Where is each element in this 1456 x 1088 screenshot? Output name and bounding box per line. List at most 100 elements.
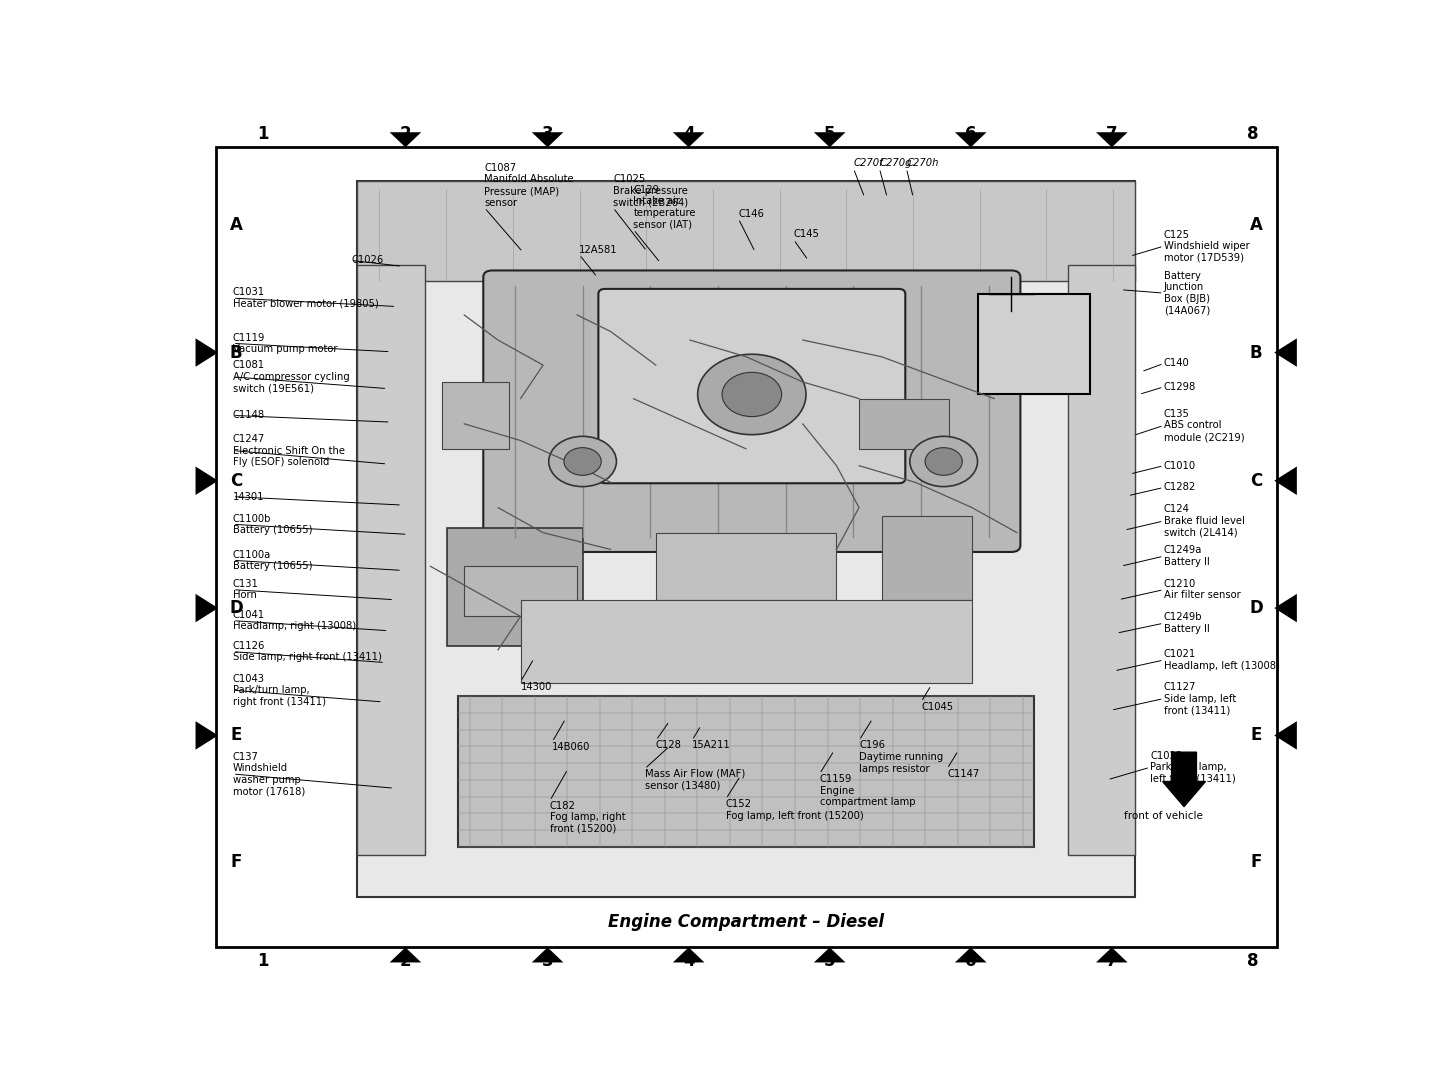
Text: A: A — [1249, 217, 1262, 234]
Text: 14B060: 14B060 — [552, 742, 591, 752]
Text: 7: 7 — [1107, 125, 1118, 144]
Text: C129
Intake air
temperature
sensor (IAT): C129 Intake air temperature sensor (IAT) — [633, 185, 696, 230]
Circle shape — [697, 355, 807, 435]
Text: F: F — [230, 853, 242, 870]
Polygon shape — [531, 133, 563, 147]
Text: C1023
Park/turn lamp,
left front (13411): C1023 Park/turn lamp, left front (13411) — [1150, 751, 1236, 783]
Text: Battery
Junction
Box (BJB)
(14A067): Battery Junction Box (BJB) (14A067) — [1163, 271, 1210, 316]
Bar — [655, 533, 836, 599]
Circle shape — [549, 436, 616, 486]
Text: 6: 6 — [965, 125, 977, 144]
Text: C1127
Side lamp, left
front (13411): C1127 Side lamp, left front (13411) — [1163, 682, 1236, 715]
Text: C1043
Park/turn lamp,
right front (13411): C1043 Park/turn lamp, right front (13411… — [233, 673, 326, 707]
Bar — [464, 566, 577, 617]
Text: C137
Windshield
washer pump
motor (17618): C137 Windshield washer pump motor (17618… — [233, 752, 304, 796]
Text: D: D — [229, 599, 243, 617]
Text: C1087
Manifold Absolute
Pressure (MAP)
sensor: C1087 Manifold Absolute Pressure (MAP) s… — [485, 163, 574, 208]
Text: 5: 5 — [824, 125, 836, 144]
Polygon shape — [390, 948, 421, 963]
Text: C270f: C270f — [853, 158, 882, 169]
Text: 2: 2 — [399, 952, 411, 969]
Text: C1100a
Battery (10655): C1100a Battery (10655) — [233, 549, 312, 571]
Text: C1147: C1147 — [946, 769, 980, 779]
Text: 6: 6 — [965, 952, 977, 969]
Text: 14300: 14300 — [521, 682, 552, 692]
Text: C135
ABS control
module (2C219): C135 ABS control module (2C219) — [1163, 409, 1245, 442]
Text: 7: 7 — [1107, 952, 1118, 969]
Polygon shape — [195, 594, 218, 622]
Polygon shape — [955, 133, 987, 147]
Text: 8: 8 — [1248, 952, 1258, 969]
Text: C270h: C270h — [907, 158, 939, 169]
Text: E: E — [230, 727, 242, 744]
Text: C: C — [230, 472, 242, 490]
Bar — [977, 294, 1091, 395]
Text: 3: 3 — [542, 125, 553, 144]
Text: 15A211: 15A211 — [692, 741, 731, 751]
Text: C1210
Air filter sensor: C1210 Air filter sensor — [1163, 579, 1241, 601]
Text: A: A — [230, 217, 243, 234]
Text: C1025
Brake pressure
switch (2B264): C1025 Brake pressure switch (2B264) — [613, 174, 689, 208]
Polygon shape — [814, 133, 846, 147]
Text: C1100b
Battery (10655): C1100b Battery (10655) — [233, 514, 312, 535]
Text: C1045: C1045 — [922, 702, 954, 712]
Polygon shape — [673, 948, 705, 963]
Text: Mass Air Flow (MAF)
sensor (13480): Mass Air Flow (MAF) sensor (13480) — [645, 769, 745, 791]
Bar — [1067, 264, 1136, 855]
Text: 4: 4 — [683, 952, 695, 969]
Text: C146: C146 — [738, 209, 764, 219]
Text: 1: 1 — [258, 125, 269, 144]
Text: C1247
Electronic Shift On the
Fly (ESOF) solenoid: C1247 Electronic Shift On the Fly (ESOF)… — [233, 434, 345, 467]
Polygon shape — [1274, 338, 1297, 367]
Text: 3: 3 — [542, 952, 553, 969]
Text: D: D — [1249, 599, 1264, 617]
FancyBboxPatch shape — [598, 289, 906, 483]
Polygon shape — [1096, 133, 1127, 147]
Text: C1282: C1282 — [1163, 482, 1195, 493]
Bar — [459, 696, 1034, 846]
Polygon shape — [195, 467, 218, 495]
Text: 4: 4 — [683, 125, 695, 144]
Text: C1148: C1148 — [233, 410, 265, 420]
Text: B: B — [1249, 344, 1262, 361]
FancyArrow shape — [1162, 752, 1206, 806]
Text: C1041
Headlamp, right (13008): C1041 Headlamp, right (13008) — [233, 610, 355, 631]
Text: C152
Fog lamp, left front (15200): C152 Fog lamp, left front (15200) — [727, 799, 863, 820]
Text: C1021
Headlamp, left (13008): C1021 Headlamp, left (13008) — [1163, 650, 1280, 671]
Bar — [859, 398, 949, 449]
Circle shape — [722, 372, 782, 417]
Polygon shape — [1274, 467, 1297, 495]
Text: B: B — [230, 344, 243, 361]
Text: 2: 2 — [399, 125, 411, 144]
Polygon shape — [1274, 594, 1297, 622]
Text: C125
Windshield wiper
motor (17D539): C125 Windshield wiper motor (17D539) — [1163, 230, 1249, 263]
Text: C270g: C270g — [879, 158, 911, 169]
Circle shape — [925, 447, 962, 475]
Text: C140: C140 — [1163, 358, 1190, 369]
Bar — [441, 382, 510, 449]
Text: C: C — [1251, 472, 1262, 490]
Text: C1298: C1298 — [1163, 382, 1195, 392]
Text: C196
Daytime running
lamps resistor: C196 Daytime running lamps resistor — [859, 741, 943, 774]
Text: C182
Fog lamp, right
front (15200): C182 Fog lamp, right front (15200) — [550, 801, 626, 834]
Text: 5: 5 — [824, 952, 836, 969]
Text: 12A581: 12A581 — [579, 245, 617, 255]
Polygon shape — [814, 948, 846, 963]
FancyBboxPatch shape — [483, 271, 1021, 552]
Text: C131
Horn: C131 Horn — [233, 579, 259, 601]
Text: C1081
A/C compressor cycling
switch (19E561): C1081 A/C compressor cycling switch (19E… — [233, 360, 349, 394]
Text: 1: 1 — [258, 952, 269, 969]
Circle shape — [563, 447, 601, 475]
Circle shape — [910, 436, 977, 486]
Text: C1126
Side lamp, right front (13411): C1126 Side lamp, right front (13411) — [233, 641, 381, 663]
Bar — [357, 181, 1136, 282]
Text: C1010: C1010 — [1163, 460, 1195, 471]
Text: C124
Brake fluid level
switch (2L414): C124 Brake fluid level switch (2L414) — [1163, 505, 1245, 537]
Text: E: E — [1251, 727, 1262, 744]
Text: C1119
Vacuum pump motor: C1119 Vacuum pump motor — [233, 333, 338, 355]
Polygon shape — [390, 133, 421, 147]
Text: C1249a
Battery II: C1249a Battery II — [1163, 545, 1210, 567]
Polygon shape — [195, 721, 218, 750]
Polygon shape — [195, 338, 218, 367]
Bar — [882, 516, 973, 599]
